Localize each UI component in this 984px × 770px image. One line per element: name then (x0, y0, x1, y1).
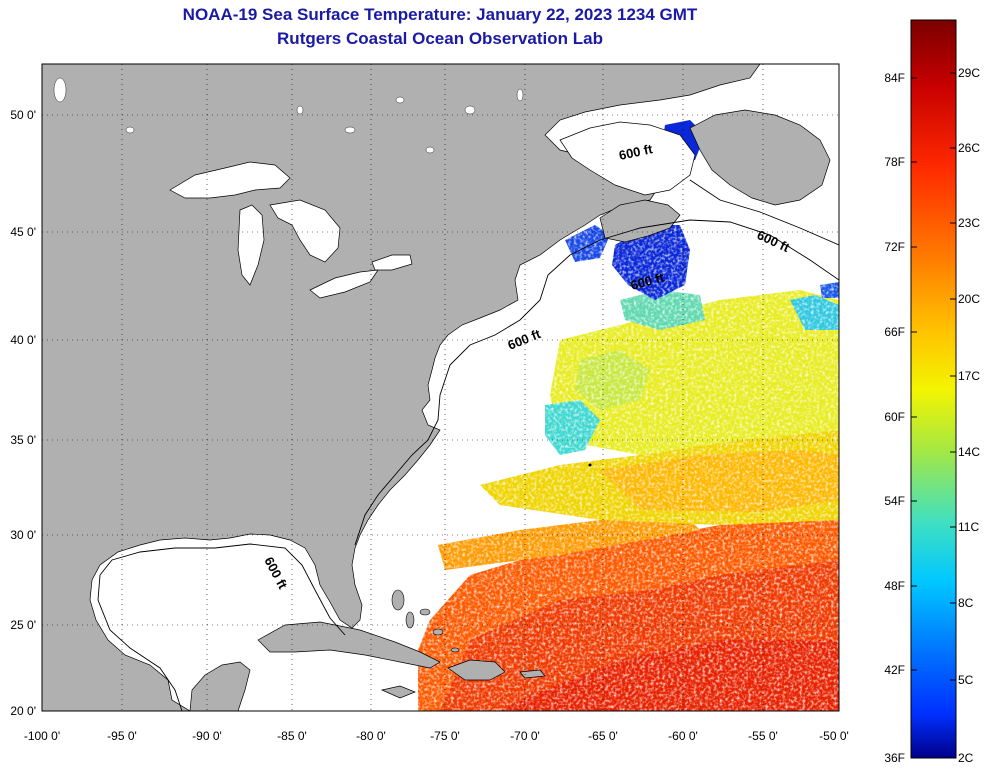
lon-axis: -100 0' -95 0' -90 0' -85 0' -80 0' -75 … (24, 729, 849, 743)
yucatan-peninsula (189, 661, 251, 711)
colorbar-c-label: 11C (958, 520, 979, 534)
colorbar-f-label: 66F (884, 325, 905, 339)
lake-ontario (371, 254, 413, 271)
colorbar: 84F 78F 72F 66F 60F 54F 48F 42F 36F 29C … (884, 19, 980, 765)
great-lakes (169, 161, 413, 299)
lon-tick-label: -70 0' (510, 729, 540, 743)
colorbar-f-label: 78F (884, 155, 905, 169)
colorbar-c-label: 5C (958, 673, 974, 687)
lon-tick-label: -90 0' (192, 729, 222, 743)
colorbar-c-label: 17C (958, 369, 980, 383)
colorbar-c-label: 8C (958, 596, 974, 610)
colorbar-c-label: 14C (958, 445, 980, 459)
hispaniola (447, 659, 506, 681)
lon-tick-label: -85 0' (277, 729, 307, 743)
puerto-rico (519, 669, 546, 679)
lon-tick-label: -60 0' (668, 729, 698, 743)
cuba (257, 621, 441, 669)
colorbar-f-label: 48F (884, 579, 905, 593)
lat-tick-label: 20 0' (10, 704, 36, 718)
colorbar-c-label: 29C (958, 66, 980, 80)
newfoundland (689, 109, 831, 206)
land (42, 64, 831, 711)
map-title: NOAA-19 Sea Surface Temperature: January… (182, 5, 698, 24)
map-subtitle: Rutgers Coastal Ocean Observation Lab (277, 29, 603, 48)
lat-tick-label: 45 0' (10, 225, 36, 239)
lon-tick-label: -65 0' (588, 729, 618, 743)
colorbar-c-label: 26C (958, 141, 980, 155)
lake-huron (269, 199, 341, 263)
lon-tick-label: -55 0' (748, 729, 778, 743)
lake-superior (169, 161, 291, 199)
colorbar-c-label: 20C (958, 292, 980, 306)
lat-tick-label: 50 0' (10, 108, 36, 122)
lat-tick-label: 30 0' (10, 528, 36, 542)
lat-tick-label: 40 0' (10, 333, 36, 347)
lat-tick-label: 35 0' (10, 433, 36, 447)
lake-erie (309, 269, 379, 299)
lake-michigan (237, 204, 265, 286)
nova-scotia (599, 199, 681, 243)
lon-tick-label: -100 0' (24, 729, 60, 743)
lon-tick-label: -95 0' (107, 729, 137, 743)
sst-data (418, 120, 839, 711)
gulf-of-st-lawrence (559, 121, 696, 196)
map-frame (41, 63, 840, 712)
contour-label: 600 ft (618, 141, 655, 163)
jamaica (380, 685, 416, 699)
colorbar-c-label: 23C (958, 216, 980, 230)
depth-contours (97, 179, 839, 711)
colorbar-gradient (910, 19, 957, 759)
lon-tick-label: -75 0' (430, 729, 460, 743)
colorbar-c-label: 2C (958, 751, 974, 765)
colorbar-f-label: 36F (884, 751, 905, 765)
colorbar-f-label: 72F (884, 240, 905, 254)
colorbar-f-label: 42F (884, 663, 905, 677)
colorbar-f-label: 54F (884, 494, 905, 508)
colorbar-f-label: 84F (884, 71, 905, 85)
lat-tick-label: 25 0' (10, 618, 36, 632)
lon-tick-label: -80 0' (356, 729, 386, 743)
colorbar-f-label: 60F (884, 410, 905, 424)
lon-tick-label: -50 0' (819, 729, 849, 743)
bahamas (391, 589, 460, 653)
lat-axis: 20 0' 25 0' 30 0' 35 0' 40 0' 45 0' 50 0… (10, 108, 36, 718)
